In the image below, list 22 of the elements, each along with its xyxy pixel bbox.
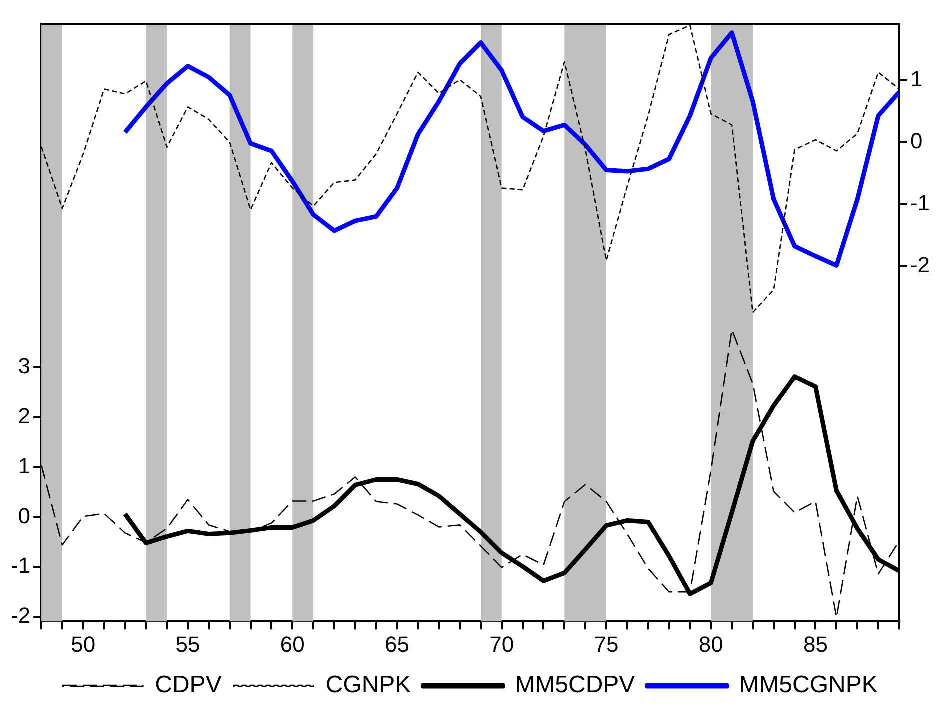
legend-label: CDPV: [155, 672, 222, 699]
y2-tick-label: -1: [910, 190, 930, 216]
x-tick-label: 70: [490, 632, 514, 657]
y2-tick-label: -2: [910, 252, 930, 278]
x-tick-label: 85: [804, 632, 828, 657]
x-tick-label: 60: [280, 632, 305, 657]
y2-tick-label: 1: [910, 66, 923, 92]
x-tick-label: 55: [176, 632, 200, 657]
x-tick-label: 50: [71, 632, 96, 657]
x-tick-label: 65: [385, 632, 410, 657]
y-tick-label: 1: [18, 453, 31, 478]
y-tick-label: 2: [18, 403, 31, 428]
legend-label: MM5CGNPK: [739, 672, 878, 699]
y2-tick-label: 0: [910, 128, 923, 154]
y-tick-label: 3: [18, 353, 31, 378]
y-tick-label: -2: [11, 603, 31, 628]
y-tick-label: -1: [11, 553, 31, 578]
legend-label: MM5CDPV: [515, 672, 636, 699]
x-tick-label: 75: [594, 632, 619, 657]
y-tick-label: 0: [18, 503, 31, 528]
x-tick-label: 80: [698, 632, 724, 657]
legend-label: CGNPK: [326, 672, 412, 699]
